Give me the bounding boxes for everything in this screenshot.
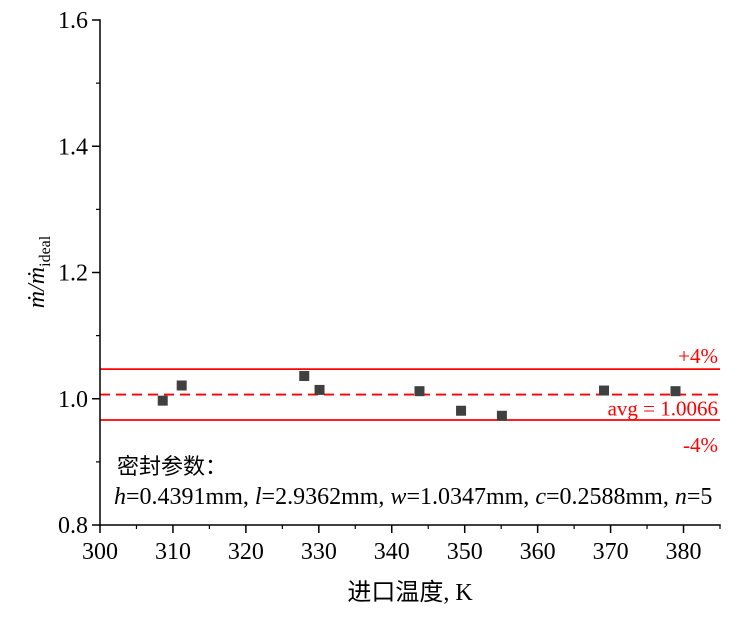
x-axis-ticks: 300 310 320 330 340 350 360 370 380 [82, 525, 721, 565]
param-l-symbol: l [255, 484, 262, 510]
y-tick-label: 1.0 [58, 387, 88, 413]
x-tick-label: 380 [666, 539, 702, 565]
param-c-symbol: c [535, 484, 546, 510]
param-h-value: =0.4391mm, [126, 484, 249, 510]
y-axis-title: ṁ/ṁideal [24, 235, 54, 308]
param-n-value: =5 [687, 484, 713, 510]
x-tick-label: 370 [593, 539, 629, 565]
y-tick-label: 1.6 [58, 8, 88, 34]
data-point [414, 386, 425, 397]
y-axis-title-main: ṁ/ṁ [24, 267, 50, 308]
parameters-heading: 密封参数： [117, 455, 227, 480]
param-w-value: =1.0347mm, [406, 484, 529, 510]
param-n-symbol: n [675, 484, 687, 510]
y-axis-ticks: 0.8 1.0 1.2 1.4 1.6 [58, 8, 100, 539]
data-point [599, 385, 610, 396]
data-points [157, 371, 681, 421]
y-tick-label: 0.8 [58, 513, 88, 539]
x-axis-title: 进口温度, K [347, 579, 473, 606]
data-point [157, 395, 168, 406]
x-tick-label: 360 [520, 539, 556, 565]
param-w-symbol: w [390, 484, 406, 510]
param-c-value: =0.2588mm, [546, 484, 669, 510]
data-point [314, 384, 325, 395]
data-point [670, 386, 681, 397]
y-tick-label: 1.4 [58, 134, 88, 160]
reference-line-labels: +4% avg = 1.0066 -4% [608, 344, 718, 457]
y-tick-label: 1.2 [58, 261, 88, 287]
x-tick-label: 300 [82, 539, 118, 565]
reference-line-label: -4% [683, 433, 718, 457]
y-axis-title-subscript: ideal [37, 235, 54, 267]
x-tick-label: 320 [228, 539, 264, 565]
reference-line-label: +4% [678, 344, 718, 368]
data-point [299, 371, 310, 382]
param-h-symbol: h [114, 484, 126, 510]
x-tick-label: 310 [155, 539, 191, 565]
param-l-value: =2.9362mm, [262, 484, 385, 510]
reference-lines [100, 368, 720, 421]
x-tick-label: 350 [447, 539, 483, 565]
data-point [496, 410, 507, 421]
data-point [176, 380, 187, 391]
parameters-text: h=0.4391mm, l=2.9362mm, w=1.0347mm, c=0.258… [114, 484, 712, 510]
x-tick-label: 330 [301, 539, 337, 565]
x-tick-label: 340 [374, 539, 410, 565]
data-point [456, 405, 467, 416]
reference-line-label: avg = 1.0066 [608, 397, 718, 421]
